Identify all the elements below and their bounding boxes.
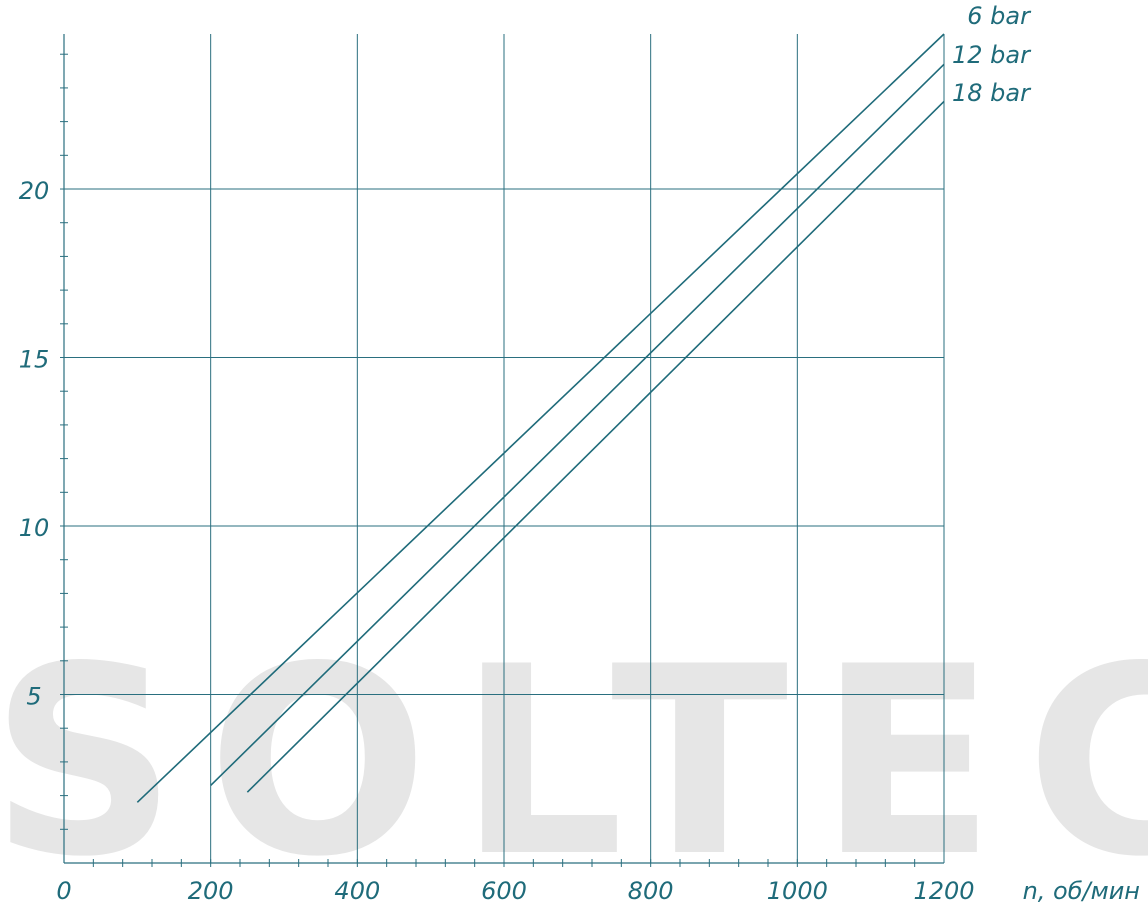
y-tick-label: 10 — [19, 514, 50, 542]
series-line-18-bar — [246, 100, 945, 793]
labels: 0 200 400 600 800 1000 1200 5 10 15 20 n, об/мин 6 b… — [19, 2, 1140, 905]
series-lines — [136, 33, 945, 803]
x-tick-label: 1000 — [767, 877, 828, 905]
x-tick-label: 1200 — [913, 877, 974, 905]
y-tick-label: 5 — [26, 683, 41, 711]
series-label: 6 bar — [967, 2, 1032, 30]
watermark-logo: SOLTEC — [0, 612, 1148, 907]
series-line-6-bar — [136, 33, 945, 803]
x-tick-label: 600 — [481, 877, 527, 905]
x-tick-label: 200 — [188, 877, 234, 905]
x-tick-label: 400 — [334, 877, 380, 905]
x-tick-label: 0 — [56, 877, 71, 905]
series-line-12-bar — [210, 63, 945, 787]
axes — [60, 34, 944, 867]
grid — [64, 34, 945, 863]
series-label: 12 bar — [952, 41, 1032, 69]
y-tick-label: 15 — [19, 346, 50, 374]
x-axis-label: n, об/мин — [1023, 877, 1140, 905]
series-label: 18 bar — [952, 79, 1032, 107]
x-tick-label: 800 — [628, 877, 674, 905]
y-tick-label: 20 — [19, 177, 50, 205]
